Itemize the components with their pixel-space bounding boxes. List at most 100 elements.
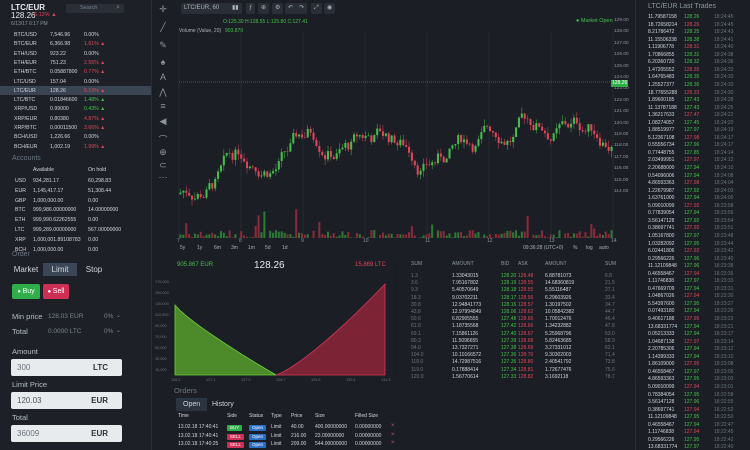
range-button[interactable]: 5d [265, 245, 271, 251]
range-button[interactable]: 1y [197, 245, 203, 251]
min-price-pct[interactable]: 0% [104, 313, 114, 320]
amount-field[interactable]: 300 LTC [11, 359, 122, 376]
trade-time: 18:24:04 [714, 180, 734, 187]
limit-price-input[interactable]: 120.03 [17, 396, 42, 405]
cancel-order-icon[interactable]: × [391, 440, 395, 446]
ruler-icon[interactable]: ⌒ [158, 135, 168, 145]
book-row[interactable]: 118.0 14.72987516 127.35 128.80 2.40541792 73… [397, 358, 633, 366]
market-row[interactable]: ETH/USD 923.22 0.00% [0, 49, 151, 58]
range-button[interactable]: 3m [231, 245, 238, 251]
market-row[interactable]: BTC/EUR 6,366.98 1.61% ▲ [0, 39, 151, 48]
book-row[interactable]: 119.0 0.17888414 127.34 128.81 1.72677476 75.… [397, 366, 633, 374]
range-button[interactable]: 6m [214, 245, 221, 251]
fullscreen-icon[interactable]: ⤢ [311, 3, 322, 14]
market-row[interactable]: LTC/BTC 0.01846600 1.48% ▲ [0, 95, 151, 104]
book-row[interactable]: 50.6 6.82905555 127.48 128.65 1.70012476 46.4 [397, 315, 633, 323]
candle-body [483, 125, 486, 133]
book-row[interactable]: 120.0 1.56770614 127.33 128.82 3.1692118 78.7 [397, 373, 633, 381]
cancel-order-icon[interactable]: × [391, 423, 395, 429]
candle-type-button[interactable]: ▮▮ [229, 3, 242, 14]
market-row[interactable]: BCH/EUR 1,002.19 1.99% ▲ [0, 142, 151, 151]
book-row[interactable]: 104.0 10.10166572 127.36 128.70 9.30302003 71… [397, 351, 633, 359]
order-row[interactable]: 13.02.18 17:40:41 SELL Open Limit 216.00 23.0… [153, 432, 633, 440]
market-row[interactable]: ETH/EUR 751.23 2.56% ▲ [0, 58, 151, 67]
market-row[interactable]: XRP/BTC 0.00011500 3.66% ▲ [0, 123, 151, 132]
pattern-icon[interactable]: ⋀ [159, 87, 167, 97]
volume-bar [465, 235, 468, 238]
crosshair-icon[interactable]: ✛ [159, 4, 167, 14]
buy-button[interactable]: ● Buy [12, 284, 40, 299]
scale-toggle[interactable]: auto [599, 245, 609, 251]
candle-body [491, 131, 494, 133]
order-row[interactable]: 13.02.18 17:40:25 SELL Open Limit 209.00 544.… [153, 440, 633, 448]
trendline-icon[interactable]: ╱ [160, 22, 166, 32]
book-row[interactable]: 3.6 7.95167802 128.19 128.55 14.68360819 21.5 [397, 279, 633, 287]
text-icon[interactable]: A [159, 72, 166, 82]
book-row[interactable]: 69.1 7.15861126 127.40 128.67 5.25968796 53.0 [397, 330, 633, 338]
sell-button[interactable]: ● Sell [43, 284, 69, 299]
range-button[interactable]: 1d [282, 245, 288, 251]
book-row[interactable]: 9.3 5.40570649 128.18 128.55 5.55116487 27.1 [397, 286, 633, 294]
price-tick: 129.00 [614, 18, 629, 23]
fib-icon[interactable]: ≡ [160, 101, 166, 111]
trade-amount: 11.12109848 [648, 263, 677, 270]
market-row[interactable]: ETH/BTC 0.05887800 0.77% ▲ [0, 67, 151, 76]
paintbrush-icon[interactable]: ♠ [160, 57, 166, 67]
depth-plot[interactable]: 170,000 150,000 130,000 110,000 90,000 70,000… [153, 258, 395, 383]
limit-price-field[interactable]: 120.03 EUR [11, 392, 122, 409]
total-field[interactable]: 36009 EUR [11, 425, 122, 442]
order-row[interactable]: 13.02.18 17:40:41 BUY Open Limit 40.00 400.00… [153, 423, 633, 431]
book-row[interactable]: 18.3 9.03702211 128.17 128.56 6.29603926 33.4 [397, 294, 633, 302]
compare-button[interactable]: ⊕ [258, 3, 270, 14]
screenshot-icon[interactable]: ◉ [324, 3, 336, 14]
book-row[interactable]: 30.8 12.94841773 128.16 128.57 1.30197502 34.… [397, 301, 633, 309]
scale-toggle[interactable]: % [573, 245, 578, 251]
market-row[interactable]: LTC/EUR 128.26 6.13% ▲ [0, 85, 151, 95]
range-button[interactable]: 1m [248, 245, 255, 251]
book-row[interactable]: 43.8 12.97994849 128.06 128.62 10.05842382 44… [397, 308, 633, 316]
tab-open[interactable]: Open [176, 398, 208, 411]
redo-icon[interactable]: ↷ [296, 3, 308, 14]
tab-market[interactable]: Market [13, 265, 39, 274]
settings-icon[interactable]: ⚙ [272, 3, 284, 14]
candle-body [558, 124, 561, 129]
book-row[interactable]: 94.0 13.7327271 127.38 128.69 3.27331012 62.1 [397, 344, 633, 352]
market-row[interactable]: BCH/USD 1,226.66 0.00% [0, 132, 151, 141]
market-row[interactable]: LTC/USD 157.04 0.00% [0, 77, 151, 86]
price-chart[interactable]: ✛ ╱ ✎ ♠ A ⋀ ≡ ◀ ⌒ ⊕ ⊂ ⋯ LTC/EUR, 60 ▮▮ ƒ… [153, 0, 633, 257]
indicators-button[interactable]: ƒ [246, 3, 256, 14]
brush-icon[interactable]: ✎ [159, 40, 167, 50]
trade-time: 18:23:26 [714, 308, 734, 315]
arrow-left-icon[interactable]: ◀ [159, 116, 167, 126]
chevron-down-icon[interactable]: ⌄ [116, 313, 122, 319]
volume-bar [289, 234, 292, 238]
depth-chart[interactable]: 905.867 EUR 128.26 15,869 LTC 170,000 150… [153, 258, 395, 383]
undo-icon[interactable]: ↶ [285, 3, 297, 14]
scale-toggle[interactable]: log [586, 245, 593, 251]
range-button[interactable]: 5y [180, 245, 186, 251]
search-input[interactable]: Search [80, 5, 98, 11]
market-row[interactable]: BTC/USD 7,546.96 0.00% [0, 30, 151, 39]
book-cell: 46.4 [605, 316, 615, 323]
book-cell: 1.3 [411, 273, 418, 279]
chevron-down-icon[interactable]: ⌄ [116, 328, 122, 334]
amount-input[interactable]: 300 [17, 363, 31, 372]
trade-amount: 4.86593363 [648, 376, 675, 383]
cancel-order-icon[interactable]: × [391, 431, 395, 438]
magnet-icon[interactable]: ⊂ [159, 160, 167, 170]
total-input[interactable]: 36009 [17, 429, 40, 438]
total-pct[interactable]: 0% [104, 328, 114, 335]
market-row[interactable]: XRP/EUR 0.80380 4.87% ▲ [0, 114, 151, 123]
book-row[interactable]: 1.3 1.33043015 128.20 128.48 6.88781073 6.8 [397, 272, 633, 280]
symbol-button[interactable]: LTC/EUR, 60 [181, 3, 231, 14]
market-row[interactable]: XRP/USD 0.99000 0.43% ▲ [0, 104, 151, 113]
tab-stop[interactable]: Stop [85, 265, 103, 274]
market-search[interactable]: Search ⌕ [66, 4, 124, 13]
tab-limit[interactable]: Limit [43, 263, 77, 276]
book-row[interactable]: 61.8 1.18735568 127.42 128.66 1.34232882 47.8 [397, 322, 633, 330]
more-icon[interactable]: ⋯ [158, 172, 168, 182]
candlestick-plot[interactable] [153, 0, 633, 257]
zoom-icon[interactable]: ⊕ [159, 147, 167, 157]
tab-history[interactable]: History [212, 401, 234, 408]
book-row[interactable]: 80.3 11.5096655 127.39 128.68 5.82463685 58.9 [397, 337, 633, 345]
